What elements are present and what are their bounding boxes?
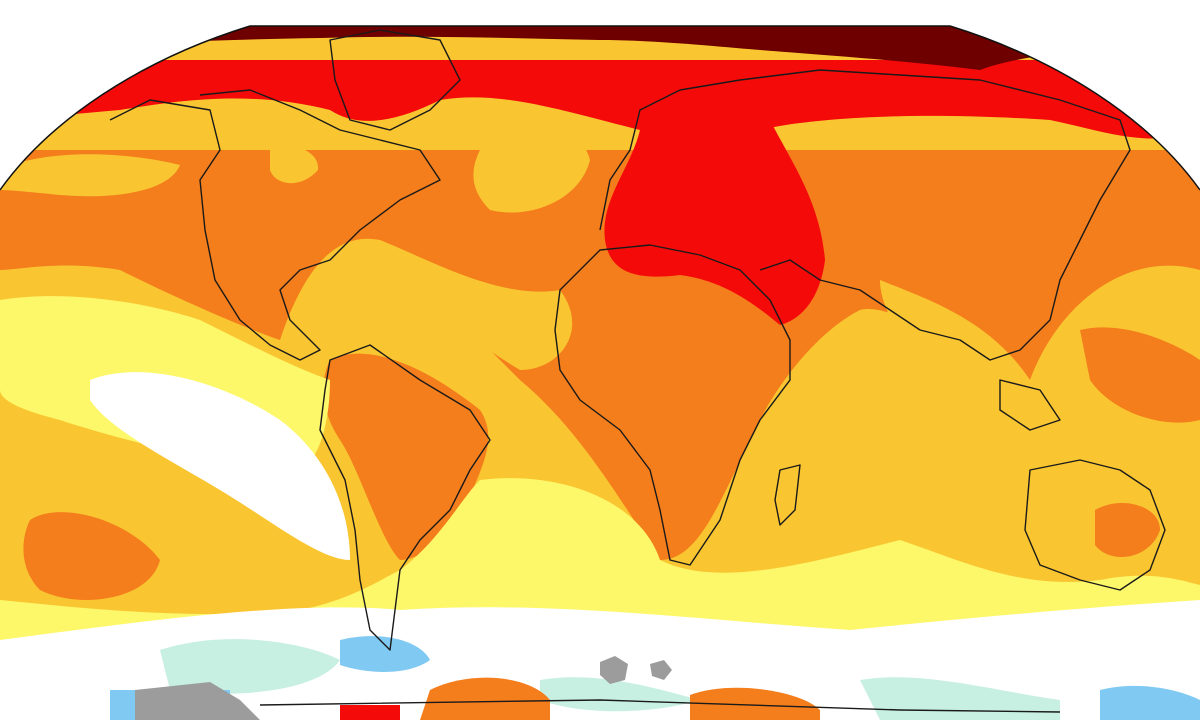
map-border	[0, 25, 1200, 191]
coastline	[109, 89, 441, 361]
region-orange	[1095, 502, 1160, 557]
region-no-data	[135, 682, 260, 720]
region-light-blue	[340, 636, 430, 672]
region-white	[90, 372, 350, 560]
coastline	[774, 464, 801, 526]
region-yellow	[380, 240, 573, 370]
region-orange	[1080, 327, 1200, 423]
region-light-cyan	[540, 677, 700, 712]
region-red	[604, 86, 825, 325]
coastline	[319, 344, 491, 651]
coastline	[599, 69, 1131, 361]
coastline	[999, 379, 1061, 431]
region-yellow	[270, 146, 319, 184]
region-yellow	[880, 280, 1030, 389]
coastline	[554, 244, 791, 566]
region-pale-yellow	[0, 478, 1200, 640]
region-no-data	[600, 656, 628, 684]
region-yellow	[473, 128, 590, 213]
region-yellow	[0, 154, 180, 197]
region-orange	[690, 687, 820, 720]
region-orange	[323, 353, 489, 560]
region-dark-red	[0, 26, 1200, 70]
region-light-cyan	[160, 639, 340, 694]
coastline	[1024, 459, 1166, 591]
region-red	[0, 60, 1200, 139]
region-orange	[23, 512, 160, 600]
region-red	[340, 705, 400, 720]
region-orange	[420, 677, 550, 720]
region-light-blue	[1100, 685, 1200, 720]
region-no-data	[650, 660, 672, 680]
coastline	[259, 699, 1061, 713]
coastlines	[109, 29, 1166, 713]
region-orange	[0, 150, 1200, 560]
region-light-cyan	[860, 677, 1060, 720]
coastline	[329, 29, 461, 131]
